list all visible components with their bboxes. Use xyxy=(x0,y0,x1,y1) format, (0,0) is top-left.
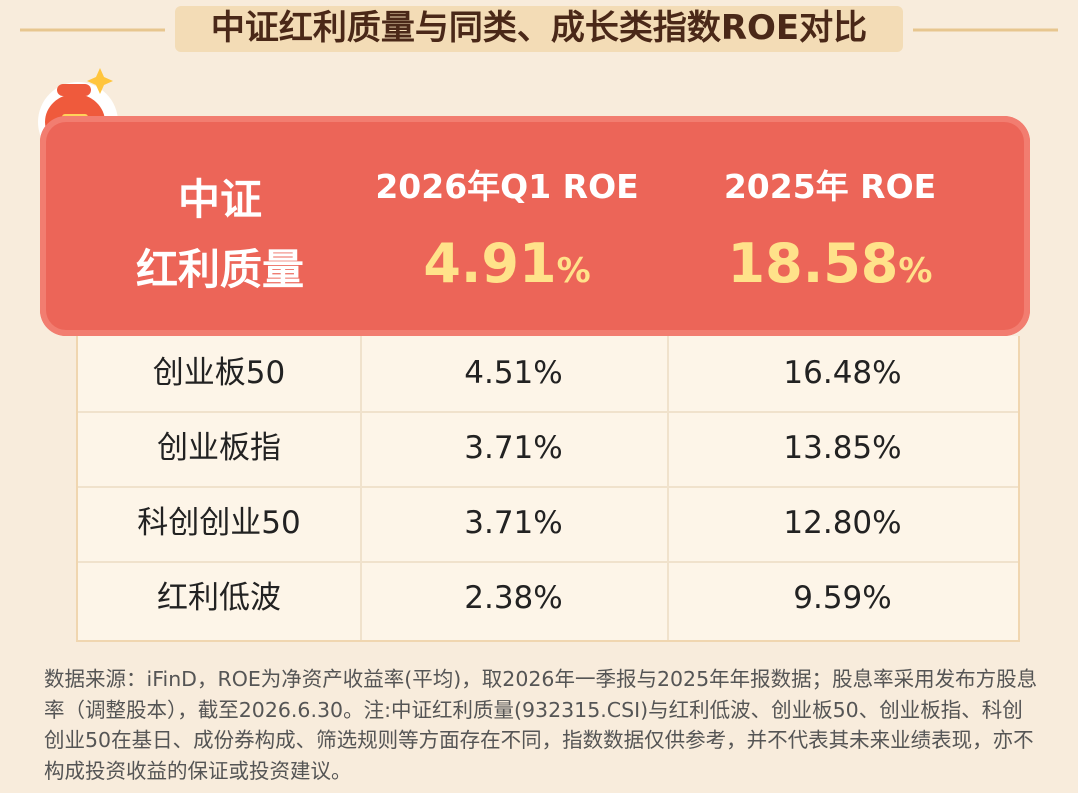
row-label: 红利低波 xyxy=(157,580,281,616)
table-row: 科创创业50 3.71% 12.80% xyxy=(78,486,1018,563)
cell-value: 4.51% xyxy=(464,355,563,391)
cell-value: 12.80% xyxy=(783,505,902,541)
row-label: 创业板指 xyxy=(157,430,281,466)
column-header: 2025年 ROE xyxy=(723,167,937,206)
row-label: 创业板50 xyxy=(152,355,286,391)
cell-value: 9.59% xyxy=(793,580,892,616)
highlight-value: 4.91% xyxy=(347,232,667,295)
unit: % xyxy=(898,251,933,291)
table-row: 红利低波 2.38% 9.59% xyxy=(78,561,1018,636)
table: 创业板50 4.51% 16.48% 创业板指 3.71% 13.85% 科创创业50 3.7… xyxy=(76,336,1020,642)
divider xyxy=(667,336,669,640)
title: 中证红利质量与同类、成长类指数ROE对比 xyxy=(210,8,868,48)
cell-value: 2.38% xyxy=(464,580,563,616)
highlight-label: 中证 xyxy=(177,175,262,224)
cell-value: 3.71% xyxy=(464,430,563,466)
sparkle xyxy=(87,68,113,94)
table-row: 创业板50 4.51% 16.48% xyxy=(78,336,1018,413)
divider xyxy=(360,336,362,640)
unit: % xyxy=(556,251,591,291)
footnote: 数据来源：iFinD，ROE为净资产收益率(平均)，取2026年一季报与2025… xyxy=(44,667,1038,783)
cell-value: 16.48% xyxy=(783,355,902,391)
title-band xyxy=(175,6,903,52)
row-label: 科创创业50 xyxy=(137,505,301,541)
column-header: 2026年Q1 ROE xyxy=(375,167,639,206)
cell-value: 13.85% xyxy=(783,430,902,466)
table-row: 创业板指 3.71% 13.85% xyxy=(78,411,1018,488)
money-bag-top xyxy=(57,84,91,96)
value: 4.91 xyxy=(423,232,557,295)
value: 18.58 xyxy=(727,232,899,295)
highlight-label: 红利质量 xyxy=(135,245,304,294)
highlight-panel xyxy=(40,116,1030,336)
cell-value: 3.71% xyxy=(464,505,563,541)
highlight-value: 18.58% xyxy=(670,232,990,295)
